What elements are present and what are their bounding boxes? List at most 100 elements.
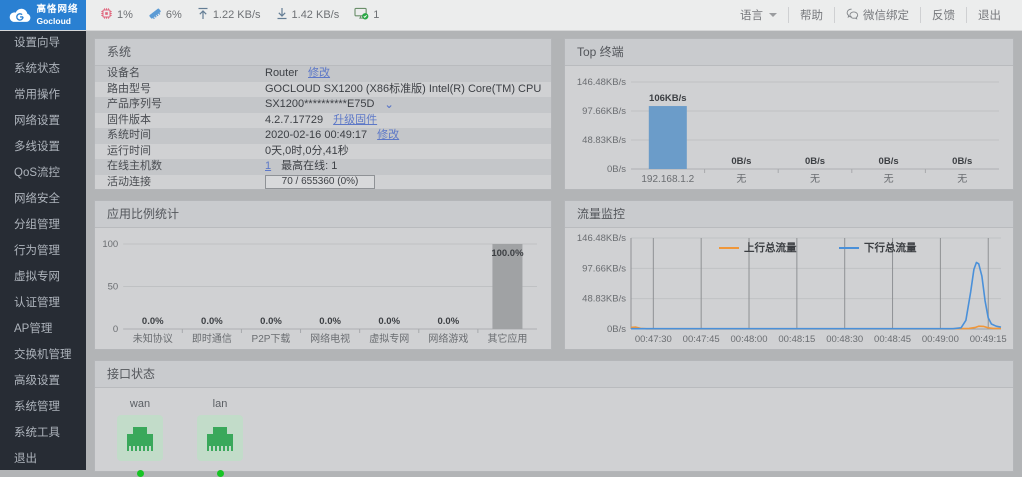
svg-text:0B/s: 0B/s bbox=[607, 324, 626, 335]
svg-text:0.0%: 0.0% bbox=[142, 316, 164, 327]
interface-port-lan: lan bbox=[197, 398, 243, 477]
system-row: 运行时间 0天,0时,0分,41秒 bbox=[95, 144, 551, 160]
svg-text:00:49:00: 00:49:00 bbox=[922, 334, 959, 345]
system-panel-title: 系统 bbox=[95, 39, 551, 66]
svg-text:0.0%: 0.0% bbox=[319, 316, 341, 327]
chevron-down-icon[interactable]: ⌄ bbox=[384, 98, 394, 111]
system-row-extra: 最高在线: 1 bbox=[281, 160, 338, 172]
logo-text-en: Gocloud bbox=[36, 15, 71, 26]
system-row: 固件版本 4.2.7.17729 升级固件 bbox=[95, 113, 551, 129]
traffic-panel-title: 流量监控 bbox=[565, 201, 1013, 228]
svg-text:0.0%: 0.0% bbox=[378, 316, 400, 327]
port-status-dot bbox=[136, 470, 144, 477]
sidebar-item-3[interactable]: 常用操作 bbox=[14, 89, 60, 101]
topbar: 高恪网络 Gocloud 1% 6% 1.22 KB/s 1.42 KB/s 1 语言 帮… bbox=[0, 0, 1022, 31]
system-row-value: GOCLOUD SX1200 (X86标准版) Intel(R) Core(TM… bbox=[265, 82, 542, 95]
system-row-label: 设备名 bbox=[107, 67, 140, 79]
cpu-icon bbox=[100, 7, 113, 23]
system-row: 设备名 Router 修改 bbox=[95, 66, 551, 82]
svg-text:即时通信: 即时通信 bbox=[192, 333, 232, 345]
topbar-menu-logout[interactable]: 退出 bbox=[966, 7, 1012, 23]
svg-text:网络电视: 网络电视 bbox=[310, 332, 350, 345]
svg-text:100: 100 bbox=[102, 239, 118, 250]
sidebar-item-1[interactable]: 设置向导 bbox=[14, 37, 60, 49]
system-row: 路由型号 GOCLOUD SX1200 (X86标准版) Intel(R) Cor… bbox=[95, 82, 551, 98]
main-content: 系统 设备名 Router 修改 路由型号 GOCLOUD SX1200 (X86标准版… bbox=[86, 30, 1022, 477]
topbar-stat-value: 1.22 KB/s bbox=[212, 9, 261, 21]
system-row-value[interactable]: 1 bbox=[265, 160, 272, 172]
system-row: 活动连接 70 / 655360 (0%) bbox=[95, 175, 551, 191]
sidebar-item-13[interactable]: 交换机管理 bbox=[14, 349, 72, 361]
sidebar-item-17[interactable]: 退出 bbox=[14, 453, 37, 465]
sidebar-item-15[interactable]: 系统管理 bbox=[14, 401, 60, 413]
sidebar-item-8[interactable]: 分组管理 bbox=[14, 219, 60, 231]
active-connections-progress: 70 / 655360 (0%) bbox=[265, 175, 375, 190]
app-ratio-panel: 应用比例统计 100 50 0 0.0% 未知协议 0.0% 即时通信 0.0% P2P下载 0.… bbox=[94, 200, 552, 350]
svg-text:00:48:30: 00:48:30 bbox=[826, 334, 863, 345]
system-info-table: 设备名 Router 修改 路由型号 GOCLOUD SX1200 (X86标准版) I… bbox=[95, 66, 551, 190]
svg-text:00:47:45: 00:47:45 bbox=[683, 334, 720, 345]
gocloud-logo: 高恪网络 Gocloud bbox=[0, 0, 86, 30]
topbar-stat: 1% bbox=[100, 7, 133, 23]
svg-text:0.0%: 0.0% bbox=[438, 316, 460, 327]
interface-ports: wan lan bbox=[95, 388, 1013, 477]
svg-text:0.0%: 0.0% bbox=[201, 316, 223, 327]
topbar-stat-value: 1% bbox=[117, 9, 133, 21]
ethernet-port-icon bbox=[117, 415, 163, 461]
svg-text:无: 无 bbox=[736, 174, 746, 185]
topbar-menu-wechat-bind[interactable]: 微信绑定 bbox=[834, 7, 920, 23]
svg-text:00:47:30: 00:47:30 bbox=[635, 334, 672, 345]
sidebar-item-4[interactable]: 网络设置 bbox=[14, 115, 60, 127]
sidebar-item-11[interactable]: 认证管理 bbox=[14, 297, 60, 309]
svg-text:无: 无 bbox=[884, 174, 894, 185]
traffic-line-chart: 146.48KB/s 97.66KB/s 48.83KB/s 0B/s 00:47:30… bbox=[565, 228, 1013, 349]
svg-text:无: 无 bbox=[957, 174, 967, 185]
svg-text:P2P下载: P2P下载 bbox=[252, 333, 291, 345]
system-row: 产品序列号 SX1200**********E75D ⌄ bbox=[95, 97, 551, 113]
cloud-logo-icon bbox=[10, 8, 31, 22]
system-row-action-link[interactable]: 修改 bbox=[377, 129, 400, 141]
topbar-menu-label: 退出 bbox=[978, 10, 1001, 22]
svg-text:48.83KB/s: 48.83KB/s bbox=[582, 294, 626, 305]
sidebar-item-10[interactable]: 虚拟专网 bbox=[14, 271, 60, 283]
svg-text:虚拟专网: 虚拟专网 bbox=[369, 332, 409, 345]
svg-text:0.0%: 0.0% bbox=[260, 316, 282, 327]
svg-text:97.66KB/s: 97.66KB/s bbox=[582, 106, 626, 117]
svg-text:0B/s: 0B/s bbox=[607, 164, 626, 175]
port-name: lan bbox=[212, 398, 228, 410]
system-row-value: Router bbox=[265, 67, 299, 79]
top-terminals-panel-title: Top 终端 bbox=[565, 39, 1013, 66]
topbar-menu-language[interactable]: 语言 bbox=[729, 7, 788, 23]
sidebar-item-7[interactable]: 网络安全 bbox=[14, 193, 60, 205]
system-row-value: SX1200**********E75D bbox=[265, 98, 375, 110]
topbar-stat-value: 1.42 KB/s bbox=[291, 9, 340, 21]
sidebar-item-5[interactable]: 多线设置 bbox=[14, 141, 60, 153]
svg-text:00:49:15: 00:49:15 bbox=[970, 334, 1007, 345]
system-row-action-link[interactable]: 升级固件 bbox=[333, 113, 378, 126]
topbar-menu-label: 语言 bbox=[740, 10, 763, 22]
topbar-menu-feedback[interactable]: 反馈 bbox=[920, 7, 966, 23]
sidebar-item-2[interactable]: 系统状态 bbox=[14, 63, 60, 75]
svg-text:0B/s: 0B/s bbox=[731, 156, 751, 167]
topbar-menu-help[interactable]: 帮助 bbox=[788, 7, 834, 23]
top-terminals-panel: Top 终端 146.48KB/s 97.66KB/s 48.83KB/s 0B/s 1… bbox=[564, 38, 1014, 190]
system-row-label: 路由型号 bbox=[107, 82, 151, 95]
sidebar-item-6[interactable]: QoS流控 bbox=[14, 167, 61, 179]
sidebar-item-9[interactable]: 行为管理 bbox=[14, 245, 60, 257]
app-ratio-panel-title: 应用比例统计 bbox=[95, 201, 551, 228]
topbar-stats: 1% 6% 1.22 KB/s 1.42 KB/s 1 bbox=[100, 7, 379, 23]
svg-text:无: 无 bbox=[810, 174, 820, 185]
svg-text:100.0%: 100.0% bbox=[491, 248, 524, 259]
svg-text:下行总流量: 下行总流量 bbox=[864, 241, 917, 254]
topbar-menu-label: 反馈 bbox=[932, 10, 955, 22]
svg-text:其它应用: 其它应用 bbox=[487, 332, 527, 345]
ethernet-port-icon bbox=[197, 415, 243, 461]
sidebar-item-12[interactable]: AP管理 bbox=[14, 323, 53, 335]
sidebar-item-16[interactable]: 系统工具 bbox=[14, 427, 60, 439]
system-row-action-link[interactable]: 修改 bbox=[308, 67, 331, 79]
svg-text:0B/s: 0B/s bbox=[805, 156, 825, 167]
sidebar-item-14[interactable]: 高级设置 bbox=[14, 375, 60, 387]
topbar-stat: 1.22 KB/s bbox=[197, 7, 261, 23]
system-row-label: 运行时间 bbox=[107, 144, 151, 157]
online-devices-icon bbox=[354, 7, 369, 23]
